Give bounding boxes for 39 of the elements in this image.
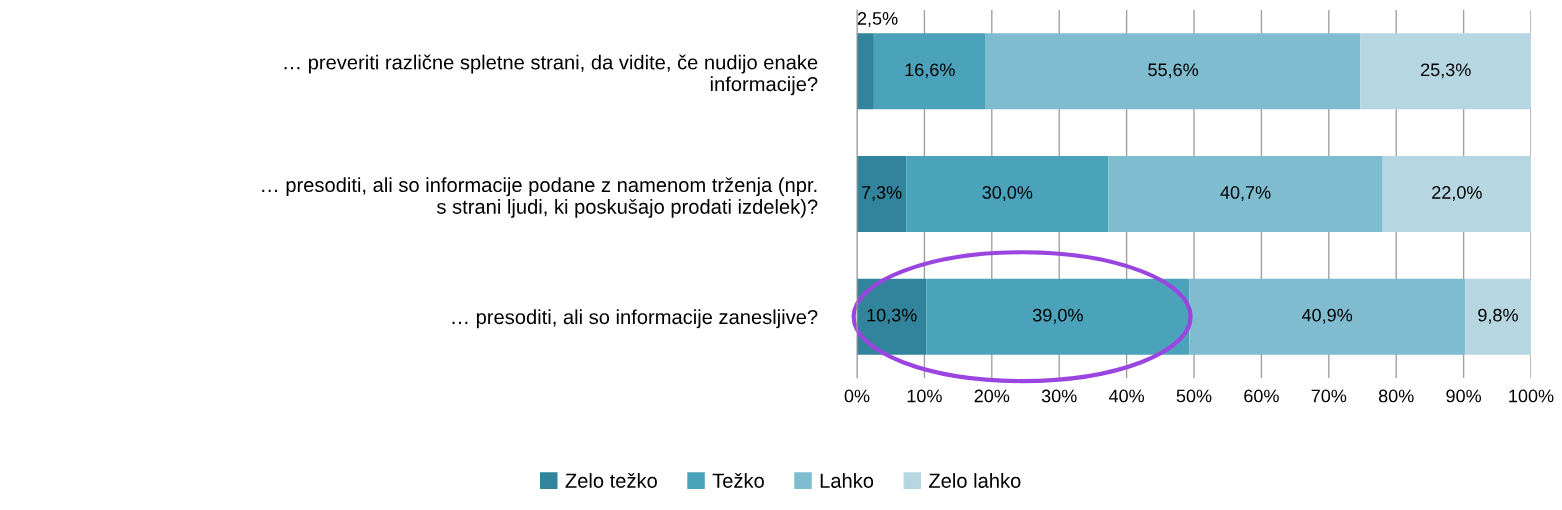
y-tick-label: … preveriti različne spletne strani, da vidite, če nudijo enake informacije? [284,54,818,96]
data-label: 7,3% [861,186,902,201]
data-label: 16,6% [905,63,955,79]
bar [857,33,874,110]
bar [857,155,907,233]
x-tick-label: 80% [1378,389,1414,403]
bar [1382,155,1531,233]
bar [1464,278,1531,355]
data-label: 55,6% [1148,63,1199,79]
x-tick-label: 30% [1041,389,1077,403]
data-label: 10,3% [867,308,917,324]
bar [1360,33,1531,110]
x-tick-label: 40% [1108,389,1145,403]
legend-label: Zelo težko [565,473,657,488]
data-label: 9,8% [1478,308,1518,324]
legend-label: Lahko [820,473,874,488]
x-tick-label: 10% [907,389,942,403]
x-tick-label: 60% [1244,389,1279,403]
x-tick-label: 90% [1446,389,1482,403]
data-label: 39,0% [1032,308,1083,324]
legend-label: Zelo lahko [929,473,1021,488]
data-label: 2,5% [857,12,898,27]
data-label: 40,7% [1220,186,1271,201]
x-tick-label: 0% [844,389,870,403]
data-label: 40,9% [1301,308,1353,324]
x-tick-label: 100% [1509,389,1554,403]
bar [906,155,1109,233]
bar [873,33,986,110]
x-tick-label: 20% [974,389,1010,403]
x-tick-label: 70% [1311,389,1347,403]
data-label: 25,3% [1421,63,1471,79]
x-tick-label: 50% [1176,389,1212,403]
y-tick-label: … presoditi, ali so informacije podane z namenom trženja (npr. s strani ljudi, ki poskušajo prodati izdelek)? [262,177,818,218]
data-label: 30,0% [982,186,1033,201]
bar [1108,155,1383,233]
y-tick-label: … presoditi, ali so informacije zanesljive? [452,309,818,329]
bar [985,33,1361,110]
data-label: 22,0% [1432,186,1482,201]
legend-label: Težko [712,473,764,488]
